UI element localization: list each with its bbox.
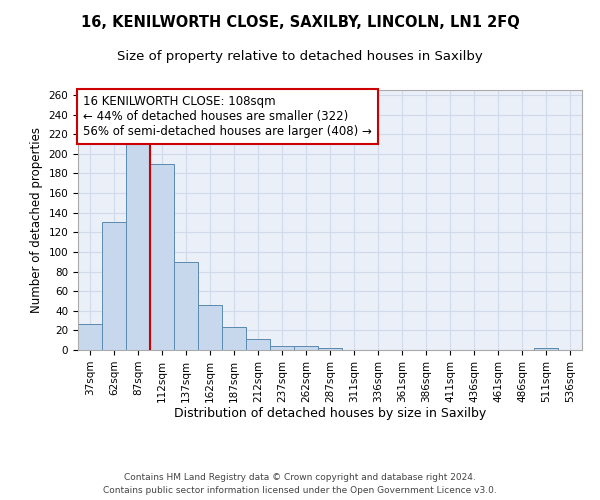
Y-axis label: Number of detached properties: Number of detached properties: [30, 127, 43, 313]
Text: 16 KENILWORTH CLOSE: 108sqm
← 44% of detached houses are smaller (322)
56% of se: 16 KENILWORTH CLOSE: 108sqm ← 44% of det…: [83, 95, 372, 138]
Text: Contains HM Land Registry data © Crown copyright and database right 2024.
Contai: Contains HM Land Registry data © Crown c…: [103, 474, 497, 495]
Bar: [270, 346, 294, 350]
Bar: [78, 324, 102, 350]
X-axis label: Distribution of detached houses by size in Saxilby: Distribution of detached houses by size …: [174, 408, 486, 420]
Text: Size of property relative to detached houses in Saxilby: Size of property relative to detached ho…: [117, 50, 483, 63]
Bar: [126, 139, 150, 350]
Bar: [246, 339, 270, 350]
Bar: [318, 348, 342, 350]
Bar: [102, 222, 126, 350]
Text: 16, KENILWORTH CLOSE, SAXILBY, LINCOLN, LN1 2FQ: 16, KENILWORTH CLOSE, SAXILBY, LINCOLN, …: [80, 15, 520, 30]
Bar: [150, 164, 174, 350]
Bar: [174, 262, 198, 350]
Bar: [222, 328, 246, 350]
Bar: [294, 346, 318, 350]
Bar: [198, 305, 222, 350]
Bar: [534, 348, 558, 350]
